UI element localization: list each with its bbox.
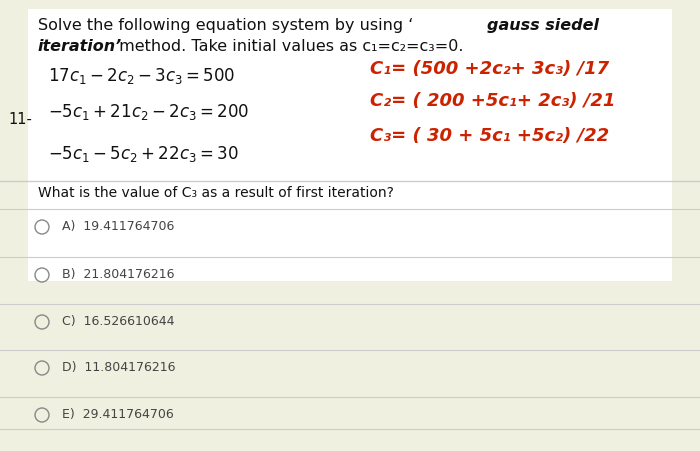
Text: $-5c_1-5c_2+22c_3=30$: $-5c_1-5c_2+22c_3=30$	[48, 144, 239, 164]
Text: C₃= ( 30 + 5c₁ +5c₂) /22: C₃= ( 30 + 5c₁ +5c₂) /22	[370, 127, 609, 145]
Text: $17c_1-2c_2-3c_3=500$: $17c_1-2c_2-3c_3=500$	[48, 66, 235, 86]
Text: D)  11.804176216: D) 11.804176216	[62, 360, 176, 373]
Text: B)  21.804176216: B) 21.804176216	[62, 267, 174, 281]
Text: C)  16.526610644: C) 16.526610644	[62, 314, 174, 327]
Text: A)  19.411764706: A) 19.411764706	[62, 220, 174, 232]
Text: C₁= (500 +2c₂+ 3c₃) /17: C₁= (500 +2c₂+ 3c₃) /17	[370, 60, 609, 78]
Text: Solve the following equation system by using ‘: Solve the following equation system by u…	[38, 18, 414, 33]
Text: iteration’: iteration’	[38, 39, 122, 54]
Text: gauss siedel: gauss siedel	[487, 18, 599, 33]
Text: method. Take initial values as c₁=c₂=c₃=0.: method. Take initial values as c₁=c₂=c₃=…	[114, 39, 463, 54]
Text: C₂= ( 200 +5c₁+ 2c₃) /21: C₂= ( 200 +5c₁+ 2c₃) /21	[370, 92, 615, 110]
Text: 11-: 11-	[8, 112, 32, 127]
FancyBboxPatch shape	[28, 10, 672, 281]
Text: $-5c_1+21c_2-2c_3=200$: $-5c_1+21c_2-2c_3=200$	[48, 102, 249, 122]
Text: E)  29.411764706: E) 29.411764706	[62, 407, 174, 420]
Text: What is the value of C₃ as a result of first iteration?: What is the value of C₃ as a result of f…	[38, 186, 394, 199]
